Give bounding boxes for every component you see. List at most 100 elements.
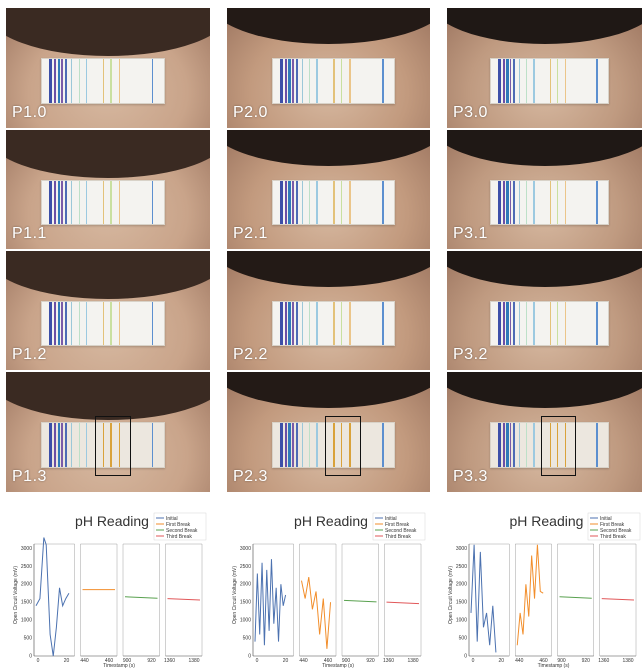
ph-sensor-band <box>271 58 396 104</box>
legend-label: Second Break <box>385 528 417 534</box>
x-tick-label: 900 <box>342 658 351 664</box>
forehead-photo: P1.3 <box>6 372 210 492</box>
x-tick-label: 20 <box>498 658 504 664</box>
series-initial <box>35 537 70 657</box>
x-tick-label: 1360 <box>164 658 175 664</box>
forehead-photo: P2.3 <box>227 372 430 492</box>
y-tick-label: 1500 <box>456 600 467 606</box>
y-tick-label: 0 <box>29 654 32 660</box>
ph-sensor-band <box>490 179 609 225</box>
ph-sensor-band <box>271 422 396 468</box>
y-tick-label: 1000 <box>456 618 467 624</box>
legend-label: Third Break <box>166 534 192 540</box>
y-tick-label: 500 <box>24 636 33 642</box>
legend-label: First Break <box>385 522 410 528</box>
y-tick-label: 2500 <box>456 564 467 570</box>
y-tick-label: 1500 <box>21 600 32 606</box>
legend-label: Third Break <box>385 534 411 540</box>
x-tick-label: 20 <box>64 658 70 664</box>
photo-label: P3.3 <box>453 468 488 485</box>
x-tick-label: 20 <box>283 658 289 664</box>
y-tick-label: 0 <box>248 654 251 660</box>
series-first-break <box>516 544 544 646</box>
y-tick-label: 2500 <box>21 564 32 570</box>
x-tick-label: 1380 <box>407 658 418 664</box>
ph-sensor-band <box>40 58 166 104</box>
x-axis-label: Timestamp (s) <box>322 663 354 668</box>
photo-label: P1.0 <box>12 104 47 121</box>
x-tick-label: 920 <box>147 658 156 664</box>
forehead-photo: P3.0 <box>447 8 642 128</box>
legend-label: Second Break <box>166 528 198 534</box>
y-axis-label: Open Circuit Voltage (mV) <box>448 566 454 624</box>
x-tick-label: 900 <box>557 658 566 664</box>
photo-label: P2.2 <box>233 346 268 363</box>
legend-label: Third Break <box>600 534 626 540</box>
forehead-photo: P2.1 <box>227 130 430 249</box>
y-tick-label: 2000 <box>240 582 251 588</box>
photo-label: P2.1 <box>233 225 268 242</box>
series-third-break <box>386 601 420 605</box>
y-tick-label: 1000 <box>240 618 251 624</box>
x-tick-label: 460 <box>324 658 333 664</box>
highlight-box <box>541 416 577 476</box>
y-tick-label: 1000 <box>21 618 32 624</box>
x-tick-label: 440 <box>299 658 308 664</box>
x-tick-label: 900 <box>123 658 132 664</box>
x-tick-label: 460 <box>105 658 114 664</box>
x-tick-label: 1380 <box>622 658 633 664</box>
ph-sensor-band <box>490 422 609 468</box>
forehead-photo: P3.2 <box>447 251 642 370</box>
legend-label: Initial <box>600 516 612 522</box>
ph-reading-chart: pH Reading 0 500 1000 1500 2000 2500 3000 0 20 440… <box>232 512 426 668</box>
y-tick-label: 1500 <box>240 600 251 606</box>
forehead-photo: P3.1 <box>447 130 642 249</box>
photo-label: P2.0 <box>233 104 268 121</box>
highlight-box <box>325 416 362 476</box>
ph-sensor-band <box>40 179 166 225</box>
ph-sensor-band <box>40 422 166 468</box>
x-tick-label: 0 <box>256 658 259 664</box>
series-initial <box>254 559 287 646</box>
ph-sensor-band <box>40 300 166 346</box>
y-tick-label: 2500 <box>240 564 251 570</box>
series-second-break <box>559 596 592 599</box>
x-tick-label: 1360 <box>383 658 394 664</box>
legend-label: First Break <box>166 522 191 528</box>
photo-label: P1.2 <box>12 346 47 363</box>
y-tick-label: 0 <box>464 654 467 660</box>
forehead-photo: P2.2 <box>227 251 430 370</box>
legend-label: First Break <box>600 522 625 528</box>
y-tick-label: 2000 <box>21 582 32 588</box>
legend-label: Initial <box>385 516 397 522</box>
ph-sensor-band <box>271 300 396 346</box>
x-tick-label: 0 <box>37 658 40 664</box>
y-tick-label: 500 <box>459 636 468 642</box>
forehead-photo: P1.0 <box>6 8 210 128</box>
x-axis-label: Timestamp (s) <box>538 663 570 668</box>
x-tick-label: 1360 <box>598 658 609 664</box>
series-second-break <box>124 596 158 599</box>
ph-reading-chart: pH Reading 0 500 1000 1500 2000 2500 3000 0 20 440… <box>448 512 641 668</box>
chart-title: pH Reading <box>75 513 149 529</box>
y-axis-label: Open Circuit Voltage (mV) <box>232 566 238 624</box>
series-first-break <box>301 576 332 649</box>
series-initial <box>470 544 497 653</box>
highlight-box <box>94 416 131 476</box>
photo-label: P1.3 <box>12 468 47 485</box>
x-tick-label: 1380 <box>188 658 199 664</box>
photo-label: P3.1 <box>453 225 488 242</box>
forehead-photo: P2.0 <box>227 8 430 128</box>
ph-sensor-band <box>490 58 609 104</box>
x-tick-label: 0 <box>472 658 475 664</box>
y-tick-label: 3000 <box>456 546 467 552</box>
y-tick-label: 500 <box>243 636 252 642</box>
x-tick-label: 920 <box>582 658 591 664</box>
ph-sensor-band <box>271 179 396 225</box>
photo-label: P2.3 <box>233 468 268 485</box>
forehead-photo: P1.2 <box>6 251 210 370</box>
legend-label: Initial <box>166 516 178 522</box>
x-tick-label: 440 <box>80 658 89 664</box>
legend-label: Second Break <box>600 528 632 534</box>
ph-sensor-band <box>490 300 609 346</box>
